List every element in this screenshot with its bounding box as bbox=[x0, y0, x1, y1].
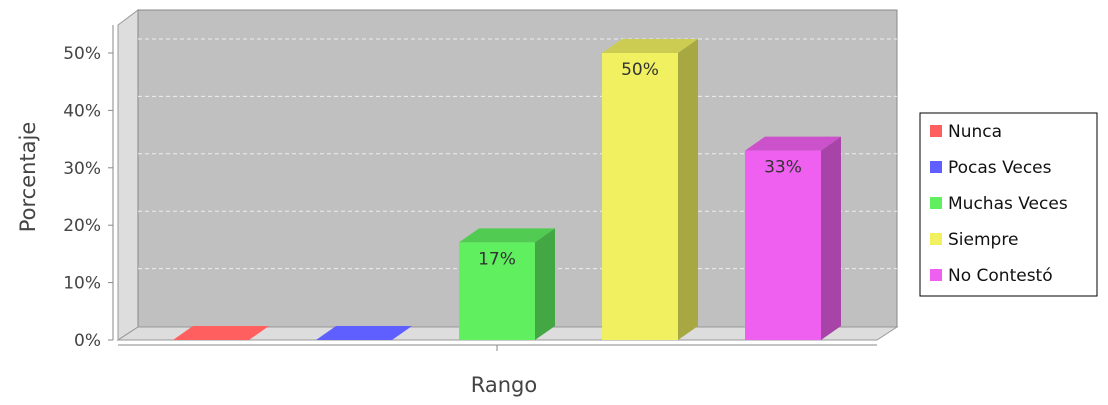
bar-value-label: 17% bbox=[478, 249, 516, 269]
legend-swatch bbox=[930, 125, 942, 137]
y-tick-label: 40% bbox=[63, 101, 101, 121]
bar-front bbox=[602, 53, 678, 340]
bar bbox=[316, 326, 412, 340]
bar-front bbox=[459, 242, 535, 340]
legend-label: Muchas Veces bbox=[948, 194, 1068, 214]
y-axis-ticks: 0% 10% 20% 30% 40% 50% bbox=[63, 44, 113, 351]
legend-swatch bbox=[930, 269, 942, 281]
bar-side bbox=[678, 39, 698, 340]
legend: Nunca Pocas Veces Muchas Veces Siempre No Co… bbox=[919, 112, 1098, 297]
y-tick-label: 50% bbox=[63, 44, 101, 64]
y-tick-label: 20% bbox=[63, 216, 101, 236]
legend-label: Siempre bbox=[948, 230, 1018, 250]
legend-box bbox=[919, 112, 1098, 297]
legend-swatch bbox=[930, 197, 942, 209]
legend-swatch bbox=[930, 161, 942, 173]
legend-item: Siempre bbox=[930, 230, 1018, 250]
bar bbox=[459, 228, 555, 340]
bar-side bbox=[821, 136, 841, 340]
y-tick-label: 30% bbox=[63, 159, 101, 179]
bar-top bbox=[745, 136, 841, 151]
bar-value-label: 50% bbox=[621, 60, 659, 80]
y-tick-label: 0% bbox=[74, 331, 101, 351]
legend-item: Pocas Veces bbox=[930, 158, 1052, 178]
y-tick-label: 10% bbox=[63, 274, 101, 294]
legend-swatch bbox=[930, 233, 942, 245]
bars bbox=[173, 39, 841, 340]
bar bbox=[745, 136, 841, 340]
x-axis-title: Rango bbox=[471, 373, 538, 397]
bar-data-labels: 17% 50% 33% bbox=[478, 60, 802, 269]
bar-top bbox=[459, 228, 555, 243]
bar-top bbox=[173, 326, 269, 340]
legend-label: Pocas Veces bbox=[948, 158, 1052, 178]
bar bbox=[602, 39, 698, 340]
legend-item: Nunca bbox=[930, 122, 1002, 142]
plot-left-wall bbox=[117, 9, 139, 341]
legend-label: Nunca bbox=[948, 122, 1002, 142]
bar-side bbox=[535, 228, 555, 340]
bar-top bbox=[602, 39, 698, 53]
legend-label: No Contestó bbox=[948, 266, 1053, 286]
bar bbox=[173, 326, 269, 340]
bar-value-label: 33% bbox=[764, 158, 802, 178]
legend-item: Muchas Veces bbox=[930, 194, 1068, 214]
bar-top bbox=[316, 326, 412, 340]
bar-front bbox=[745, 150, 821, 340]
y-axis-title: Porcentaje bbox=[16, 122, 40, 233]
legend-item: No Contestó bbox=[930, 266, 1053, 286]
